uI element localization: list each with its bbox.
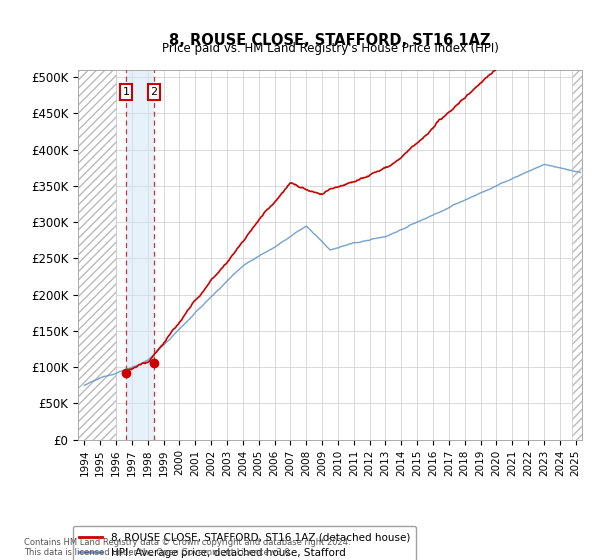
Title: 8, ROUSE CLOSE, STAFFORD, ST16 1AZ: 8, ROUSE CLOSE, STAFFORD, ST16 1AZ — [169, 33, 491, 48]
Text: 1: 1 — [122, 87, 130, 97]
Text: 2: 2 — [151, 87, 157, 97]
Text: Contains HM Land Registry data © Crown copyright and database right 2024.
This d: Contains HM Land Registry data © Crown c… — [24, 538, 350, 557]
Legend: 8, ROUSE CLOSE, STAFFORD, ST16 1AZ (detached house), HPI: Average price, detache: 8, ROUSE CLOSE, STAFFORD, ST16 1AZ (deta… — [73, 526, 416, 560]
Text: Price paid vs. HM Land Registry's House Price Index (HPI): Price paid vs. HM Land Registry's House … — [161, 42, 499, 55]
Bar — [126, 70, 154, 440]
